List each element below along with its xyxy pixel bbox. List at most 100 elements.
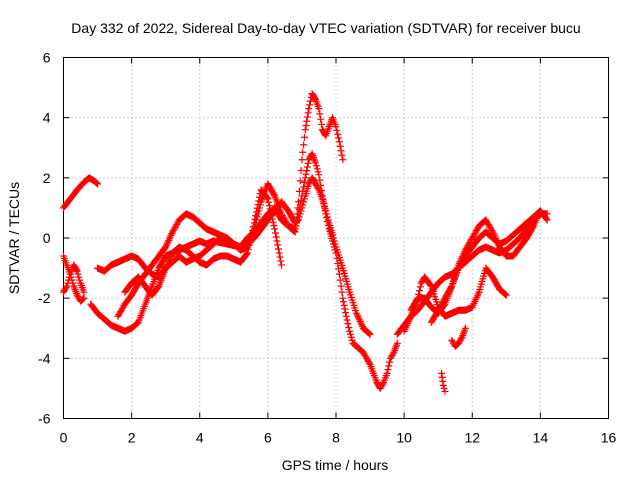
data-point <box>345 323 353 331</box>
data-point <box>543 216 551 224</box>
data-point <box>501 290 509 298</box>
data-point <box>163 240 171 248</box>
data-point <box>359 348 367 356</box>
data-point <box>275 249 283 257</box>
data-point <box>416 283 424 291</box>
data-point <box>365 359 373 367</box>
data-point <box>164 259 172 267</box>
data-point <box>78 296 86 304</box>
data-point <box>300 133 308 141</box>
data-point <box>384 366 392 374</box>
data-point <box>162 264 170 272</box>
data-point <box>249 226 257 234</box>
data-point <box>306 97 314 105</box>
y-tick-label: 2 <box>43 170 51 186</box>
data-point <box>290 227 298 235</box>
data-point <box>271 225 279 233</box>
data-point <box>484 220 492 228</box>
data-point <box>265 198 273 206</box>
data-point <box>335 138 343 146</box>
data-point <box>339 156 347 164</box>
data-series <box>427 207 551 326</box>
data-point <box>279 213 287 221</box>
data-point <box>60 288 67 296</box>
data-point <box>169 226 177 234</box>
data-point <box>69 279 77 287</box>
data-point <box>292 222 300 230</box>
data-point <box>93 179 101 187</box>
data-point <box>502 291 510 299</box>
data-point <box>329 231 337 239</box>
data-point <box>339 294 347 302</box>
data-point <box>290 227 298 235</box>
data-point <box>467 236 475 244</box>
data-point <box>352 309 360 317</box>
data-point <box>360 350 368 358</box>
data-point <box>80 288 88 296</box>
data-point <box>251 215 259 223</box>
data-point <box>74 270 82 278</box>
data-point <box>296 177 304 185</box>
data-point <box>117 308 125 316</box>
data-point <box>312 180 320 188</box>
data-point <box>167 231 175 239</box>
data-point <box>253 204 261 212</box>
x-tick-label: 8 <box>332 430 340 446</box>
data-point <box>303 113 311 121</box>
data-point <box>330 237 338 245</box>
data-point <box>254 201 262 209</box>
data-point <box>299 201 307 209</box>
data-point <box>249 223 257 231</box>
data-point <box>115 311 123 319</box>
data-point <box>274 241 282 249</box>
data-point <box>248 230 256 238</box>
data-point <box>306 101 314 109</box>
data-point <box>439 381 447 389</box>
data-point <box>344 320 352 328</box>
data-point <box>362 353 370 361</box>
data-point <box>393 339 401 347</box>
data-point <box>165 236 173 244</box>
data-point <box>303 117 311 125</box>
data-point <box>365 330 373 338</box>
data-point <box>501 290 509 298</box>
data-point <box>304 109 312 117</box>
data-points <box>60 90 551 395</box>
x-tick-label: 12 <box>464 430 480 446</box>
data-point <box>256 193 264 201</box>
data-point <box>388 351 396 359</box>
data-point <box>346 330 354 338</box>
data-point <box>332 123 340 131</box>
data-point <box>293 217 301 225</box>
data-point <box>486 223 494 231</box>
data-point <box>298 156 306 164</box>
data-point <box>323 213 331 221</box>
data-point <box>313 183 321 191</box>
x-tick-label: 14 <box>533 430 549 446</box>
data-point <box>447 283 455 291</box>
data-point <box>438 299 446 307</box>
data-point <box>80 294 88 302</box>
data-point <box>440 384 448 392</box>
data-point <box>172 222 180 230</box>
data-point <box>173 220 181 228</box>
data-point <box>346 327 354 335</box>
data-point <box>76 276 84 284</box>
data-point <box>314 184 322 192</box>
data-point <box>354 313 362 321</box>
data-point <box>297 207 305 215</box>
axis-ticks: 0 2 4 6 8 10 12 14 16 -6 -4 -2 0 2 4 6 <box>38 50 616 446</box>
data-point <box>472 228 480 236</box>
data-point <box>339 298 347 306</box>
data-point <box>455 339 463 347</box>
data-point <box>245 242 253 250</box>
data-point <box>334 130 342 138</box>
data-point <box>75 273 83 281</box>
data-point <box>482 216 490 224</box>
data-point <box>278 210 285 218</box>
data-point <box>315 171 323 179</box>
data-point <box>364 357 372 365</box>
data-series <box>114 90 347 320</box>
data-point <box>299 148 307 156</box>
data-point <box>303 163 311 171</box>
